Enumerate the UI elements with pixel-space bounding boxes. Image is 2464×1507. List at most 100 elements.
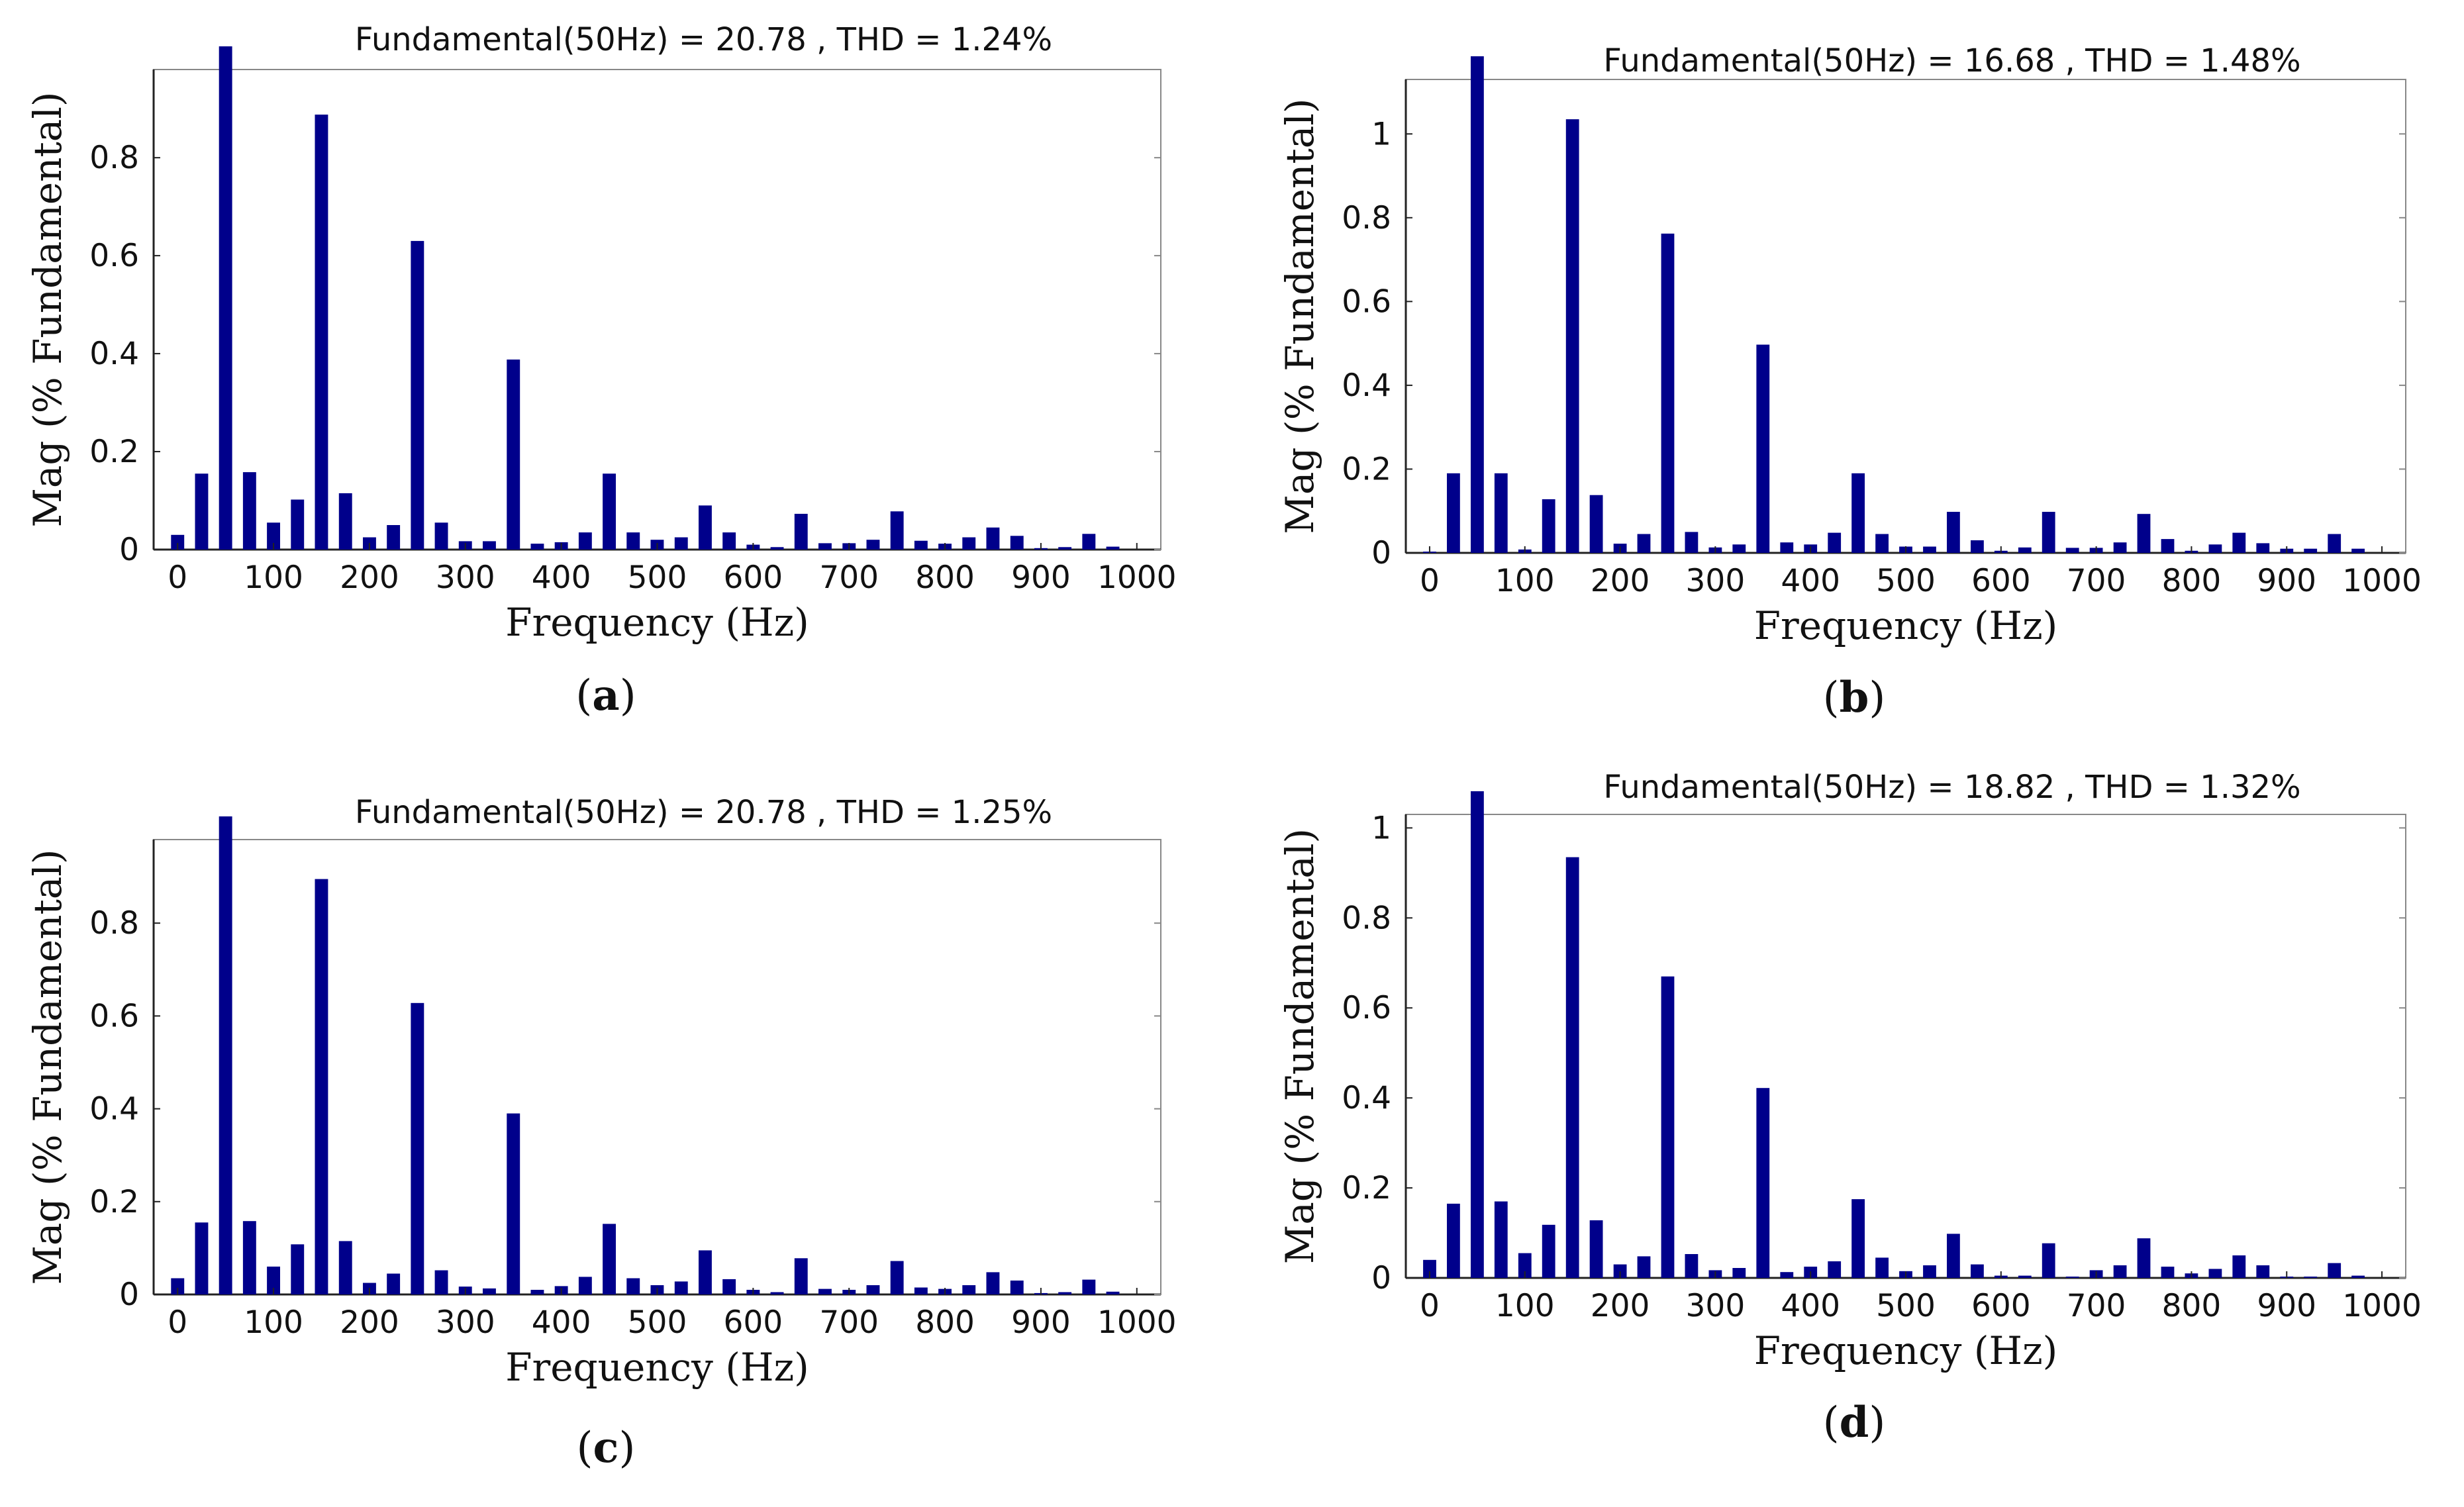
bar-a-875hz: [1010, 536, 1024, 550]
bar-a-650hz: [794, 514, 808, 550]
bar-b-875hz: [2256, 543, 2270, 553]
bar-d-50hz: [1471, 791, 1484, 1278]
bar-d-975hz: [2351, 1275, 2365, 1278]
bar-b-850hz: [2232, 532, 2246, 553]
y-tick-label-b-5: 1: [1371, 116, 1391, 152]
bar-d-350hz: [1756, 1088, 1770, 1278]
x-tick-label-c-200: 200: [340, 1304, 399, 1341]
bar-a-925hz: [1058, 547, 1072, 550]
y-tick-label-a-0: 0: [119, 532, 139, 568]
bar-c-825hz: [962, 1285, 976, 1294]
bar-d-550hz: [1947, 1234, 1960, 1278]
bar-c-175hz: [338, 1241, 352, 1294]
bar-b-175hz: [1589, 495, 1603, 553]
bar-b-125hz: [1542, 499, 1555, 553]
y-tick-label-c-0: 0: [119, 1277, 139, 1313]
bar-c-625hz: [770, 1292, 784, 1294]
x-tick-label-a-1000: 1000: [1097, 559, 1177, 596]
x-tick-label-a-800: 800: [915, 559, 975, 596]
bar-d-450hz: [1851, 1199, 1865, 1278]
x-tick-label-d-300: 300: [1686, 1288, 1746, 1324]
x-tick-label-b-200: 200: [1591, 563, 1650, 599]
x-tick-label-c-400: 400: [532, 1304, 591, 1341]
x-tick-label-d-400: 400: [1781, 1288, 1840, 1324]
bar-d-375hz: [1780, 1272, 1794, 1278]
bar-b-350hz: [1756, 344, 1770, 553]
x-tick-label-c-300: 300: [436, 1304, 495, 1341]
x-tick-label-b-800: 800: [2162, 563, 2222, 599]
bar-c-250hz: [411, 1002, 424, 1294]
x-tick-label-a-100: 100: [244, 559, 303, 596]
bar-c-225hz: [387, 1273, 401, 1294]
bar-a-100hz: [267, 522, 280, 550]
bar-a-750hz: [890, 511, 904, 550]
bar-c-325hz: [483, 1288, 496, 1294]
bar-d-750hz: [2137, 1238, 2151, 1278]
x-tick-label-d-600: 600: [1971, 1288, 2031, 1324]
y-tick-label-c-2: 0.4: [89, 1091, 139, 1128]
bar-a-975hz: [1106, 546, 1120, 550]
y-tick-label-b-1: 0.2: [1342, 451, 1391, 487]
bar-b-425hz: [1828, 532, 1842, 553]
bar-d-675hz: [2065, 1277, 2079, 1278]
x-tick-label-b-1000: 1000: [2342, 563, 2422, 599]
x-tick-label-a-400: 400: [532, 559, 591, 596]
x-tick-label-d-700: 700: [2067, 1288, 2126, 1324]
bar-a-150hz: [315, 115, 328, 550]
chart-title-c: Fundamental(50Hz) = 20.78 , THD = 1.25%: [355, 794, 1052, 831]
bar-a-0hz: [171, 534, 185, 550]
bar-d-100hz: [1518, 1253, 1532, 1278]
x-tick-label-d-100: 100: [1495, 1288, 1555, 1324]
y-tick-label-c-4: 0.8: [89, 905, 139, 942]
bar-b-475hz: [1875, 534, 1889, 553]
bar-a-675hz: [818, 543, 832, 550]
y-axis-label-a: Mag (% Fundamental): [25, 91, 70, 527]
y-tick-label-c-1: 0.2: [89, 1184, 139, 1220]
panel-label-d: (d): [1823, 1398, 1886, 1447]
y-tick-label-a-3: 0.6: [89, 238, 139, 274]
bar-d-275hz: [1685, 1254, 1699, 1278]
y-axis-label-d: Mag (% Fundamental): [1277, 828, 1322, 1264]
x-tick-label-c-700: 700: [819, 1304, 879, 1341]
y-tick-label-a-4: 0.8: [89, 140, 139, 176]
x-tick-label-d-800: 800: [2162, 1288, 2222, 1324]
bar-b-225hz: [1637, 534, 1651, 553]
bar-c-925hz: [1058, 1292, 1072, 1294]
bar-c-150hz: [315, 879, 328, 1294]
bar-c-475hz: [626, 1278, 640, 1294]
bar-a-125hz: [291, 499, 305, 550]
bar-d-0hz: [1423, 1259, 1436, 1278]
bar-a-475hz: [626, 532, 640, 550]
x-tick-label-a-900: 900: [1011, 559, 1071, 596]
x-tick-label-d-1000: 1000: [2342, 1288, 2422, 1324]
bar-c-650hz: [794, 1258, 808, 1294]
x-tick-label-b-600: 600: [1971, 563, 2031, 599]
x-tick-label-a-0: 0: [168, 559, 187, 596]
bar-c-425hz: [578, 1277, 592, 1294]
bar-b-25hz: [1447, 473, 1460, 553]
bar-b-950hz: [2328, 534, 2341, 553]
bar-c-50hz: [219, 816, 232, 1294]
bar-b-450hz: [1851, 473, 1865, 553]
chart-title-b: Fundamental(50Hz) = 16.68 , THD = 1.48%: [1603, 42, 2300, 79]
bar-c-0hz: [171, 1278, 185, 1294]
bar-a-225hz: [387, 525, 401, 550]
x-tick-label-b-900: 900: [2257, 563, 2316, 599]
bar-d-875hz: [2256, 1265, 2270, 1278]
bar-d-250hz: [1661, 976, 1675, 1278]
bar-a-350hz: [507, 360, 520, 550]
x-tick-label-c-800: 800: [915, 1304, 975, 1341]
bar-a-75hz: [242, 472, 256, 550]
bar-b-650hz: [2042, 512, 2055, 553]
x-tick-label-d-200: 200: [1591, 1288, 1650, 1324]
bar-d-200hz: [1613, 1264, 1627, 1278]
x-tick-label-a-700: 700: [819, 559, 879, 596]
bar-c-975hz: [1106, 1291, 1120, 1294]
panel-label-c: (c): [577, 1423, 636, 1473]
x-tick-label-b-700: 700: [2067, 563, 2126, 599]
bar-b-550hz: [1947, 512, 1960, 553]
bar-d-525hz: [1923, 1265, 1936, 1278]
bar-d-150hz: [1565, 857, 1579, 1278]
bar-c-350hz: [507, 1113, 520, 1294]
bar-a-325hz: [483, 541, 496, 550]
